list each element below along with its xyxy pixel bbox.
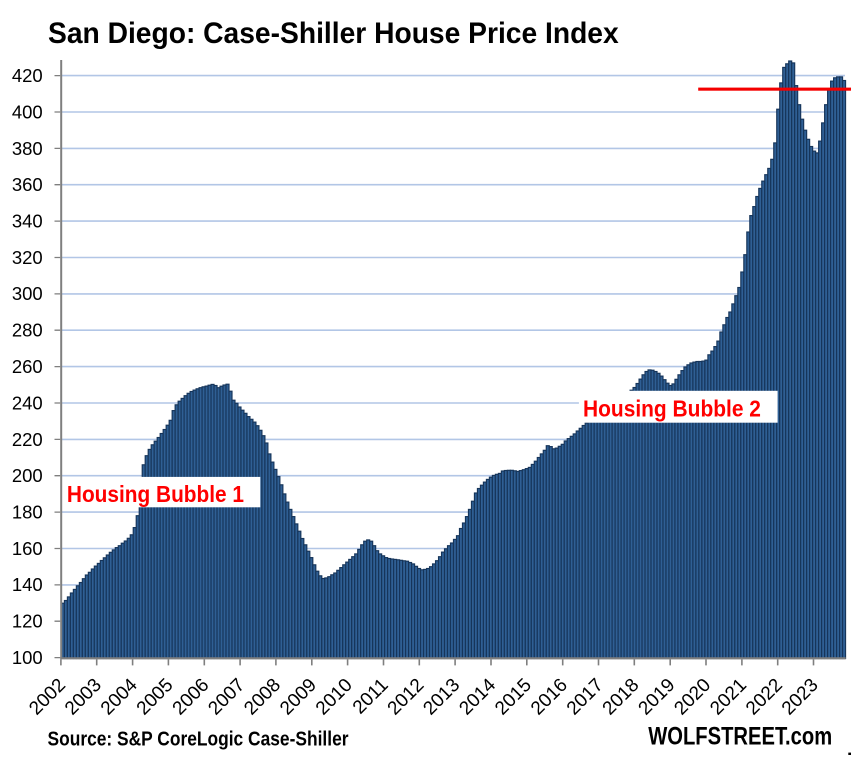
svg-text:Housing Bubble 1: Housing Bubble 1 xyxy=(67,481,244,507)
svg-text:400: 400 xyxy=(12,101,43,122)
svg-text:120: 120 xyxy=(12,611,43,632)
svg-text:Housing Bubble 2: Housing Bubble 2 xyxy=(583,395,761,421)
svg-text:Source: S&P CoreLogic Case-Shi: Source: S&P CoreLogic Case-Shiller xyxy=(48,728,350,751)
svg-text:420: 420 xyxy=(12,65,43,86)
svg-text:100: 100 xyxy=(12,647,43,668)
svg-text:360: 360 xyxy=(12,174,43,195)
svg-text:340: 340 xyxy=(12,211,43,232)
svg-text:220: 220 xyxy=(12,429,43,450)
svg-text:280: 280 xyxy=(12,320,43,341)
svg-text:180: 180 xyxy=(12,502,43,523)
svg-text:380: 380 xyxy=(12,138,43,159)
svg-text:WOLFSTREET.com: WOLFSTREET.com xyxy=(648,722,832,751)
svg-text:140: 140 xyxy=(12,574,43,595)
svg-text:240: 240 xyxy=(12,392,43,413)
svg-text:160: 160 xyxy=(12,538,43,559)
svg-text:300: 300 xyxy=(12,283,43,304)
svg-text:320: 320 xyxy=(12,247,43,268)
svg-text:200: 200 xyxy=(12,465,43,486)
svg-text:260: 260 xyxy=(12,356,43,377)
svg-text:San Diego: Case-Shiller House: San Diego: Case-Shiller House Price Inde… xyxy=(48,17,619,50)
